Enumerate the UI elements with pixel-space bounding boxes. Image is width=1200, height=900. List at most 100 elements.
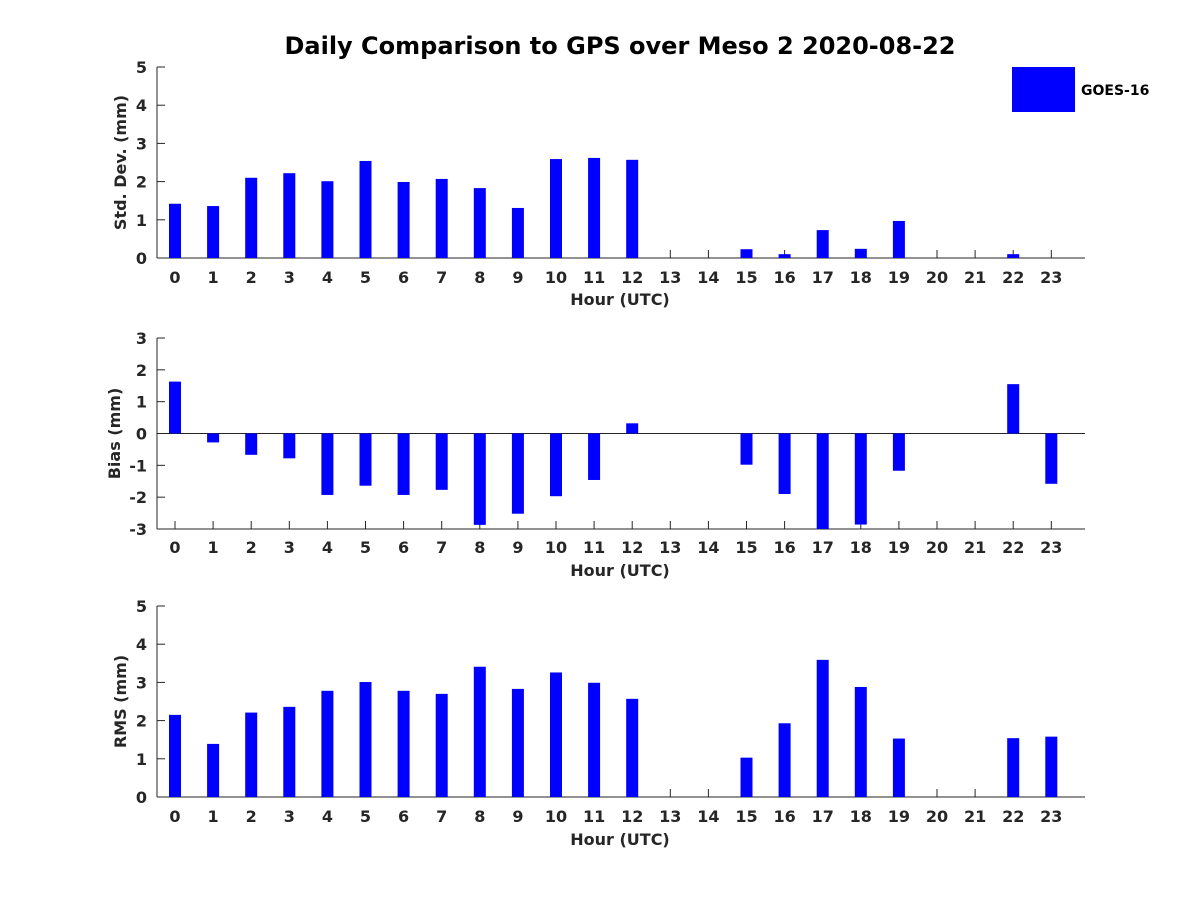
bar	[1045, 736, 1058, 797]
x-axis-label: Hour (UTC)	[570, 561, 670, 580]
bar	[816, 659, 829, 797]
x-tick-label: 17	[812, 268, 834, 287]
bar	[740, 433, 753, 465]
x-tick-label: 19	[888, 538, 910, 557]
x-tick-label: 9	[512, 538, 523, 557]
x-tick-label: 7	[436, 538, 447, 557]
bar	[550, 433, 562, 497]
y-tick-label: 5	[136, 597, 147, 616]
x-tick-label: 0	[169, 538, 180, 557]
x-tick-label: 6	[398, 807, 409, 826]
x-tick-label: 13	[659, 268, 681, 287]
bar	[359, 160, 372, 258]
x-tick-label: 12	[621, 807, 643, 826]
bar	[778, 433, 791, 494]
y-tick-label: 2	[136, 712, 147, 731]
x-tick-label: 9	[512, 807, 523, 826]
x-tick-label: 4	[322, 807, 333, 826]
bar	[435, 693, 448, 797]
y-tick-label: 1	[136, 211, 147, 230]
bar	[283, 433, 296, 459]
x-tick-label: 22	[1002, 807, 1024, 826]
x-tick-label: 10	[545, 538, 567, 557]
bar	[321, 433, 334, 495]
x-tick-label: 19	[888, 807, 910, 826]
bar	[511, 688, 524, 797]
x-tick-label: 20	[926, 807, 948, 826]
x-tick-label: 7	[436, 268, 447, 287]
bar	[207, 433, 220, 443]
bar	[1007, 254, 1020, 258]
x-tick-label: 12	[621, 538, 643, 557]
bar	[473, 433, 486, 525]
bar	[283, 706, 296, 797]
x-tick-label: 18	[850, 807, 872, 826]
x-tick-label: 1	[208, 807, 219, 826]
x-tick-label: 13	[659, 538, 681, 557]
x-axis-label: Hour (UTC)	[570, 830, 670, 849]
x-tick-label: 5	[360, 538, 371, 557]
x-tick-label: 11	[583, 538, 605, 557]
bar	[435, 178, 448, 258]
x-tick-label: 14	[697, 538, 719, 557]
x-tick-label: 4	[322, 268, 333, 287]
y-tick-label: 3	[136, 329, 147, 348]
x-axis-label: Hour (UTC)	[570, 290, 670, 309]
y-axis-label: Bias (mm)	[105, 388, 124, 480]
x-tick-label: 2	[246, 807, 257, 826]
bar	[626, 159, 639, 258]
x-tick-label: 10	[545, 807, 567, 826]
x-tick-label: 14	[697, 268, 719, 287]
y-tick-label: 0	[136, 788, 147, 807]
x-tick-label: 22	[1002, 268, 1024, 287]
x-tick-label: 6	[398, 538, 409, 557]
chart-title: Daily Comparison to GPS over Meso 2 2020…	[284, 32, 955, 60]
bar	[245, 712, 258, 797]
y-tick-label: -2	[129, 488, 147, 507]
x-tick-label: 15	[735, 538, 757, 557]
x-tick-label: 5	[360, 807, 371, 826]
x-tick-label: 9	[512, 268, 523, 287]
x-tick-label: 21	[964, 268, 986, 287]
bar	[1007, 738, 1020, 797]
x-tick-label: 16	[773, 538, 795, 557]
y-tick-label: 3	[136, 134, 147, 153]
y-axis-label: RMS (mm)	[111, 655, 130, 748]
x-tick-label: 1	[208, 538, 219, 557]
x-tick-label: 21	[964, 807, 986, 826]
x-tick-label: 12	[621, 268, 643, 287]
x-tick-label: 17	[812, 807, 834, 826]
bar	[359, 682, 372, 797]
bar	[854, 248, 867, 258]
bar	[397, 181, 410, 258]
y-tick-label: 2	[136, 361, 147, 380]
bar	[1045, 433, 1058, 484]
bar	[473, 666, 486, 797]
bar	[588, 433, 601, 480]
legend-label: GOES-16	[1081, 83, 1149, 99]
bar	[778, 254, 791, 258]
bar	[245, 433, 258, 455]
x-tick-label: 2	[246, 268, 257, 287]
x-tick-label: 8	[474, 538, 485, 557]
bar	[816, 433, 829, 529]
y-axis-label: Std. Dev. (mm)	[111, 95, 130, 230]
bar	[550, 159, 562, 258]
legend: GOES-16	[1012, 67, 1149, 112]
y-tick-label: 4	[136, 96, 147, 115]
x-tick-label: 5	[360, 268, 371, 287]
bar	[854, 433, 867, 525]
x-tick-label: 0	[169, 807, 180, 826]
x-tick-label: 18	[850, 538, 872, 557]
bar	[892, 220, 905, 258]
bar	[892, 738, 905, 797]
bar	[588, 682, 601, 797]
x-tick-label: 4	[322, 538, 333, 557]
bar	[740, 249, 753, 258]
bar	[511, 433, 524, 514]
bar	[359, 433, 372, 486]
bar	[283, 173, 296, 258]
bar	[169, 381, 181, 434]
